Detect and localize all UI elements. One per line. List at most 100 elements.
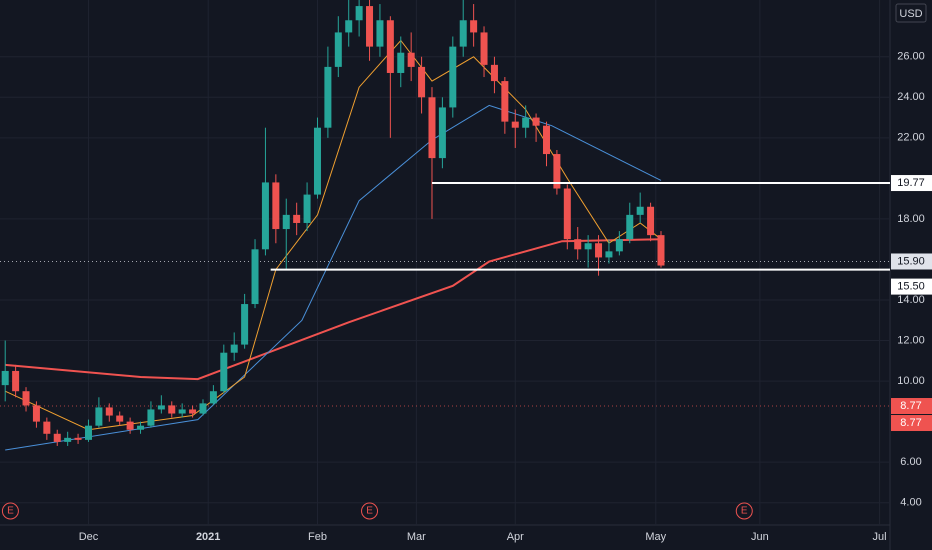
candle-body xyxy=(116,415,124,422)
candle-body xyxy=(657,235,665,266)
candle-body xyxy=(157,405,165,410)
candle-body xyxy=(459,20,467,47)
candle-body xyxy=(199,403,207,414)
x-tick-label: Feb xyxy=(308,531,327,543)
currency-box[interactable] xyxy=(895,3,927,23)
event-label: E xyxy=(7,506,14,517)
candle-body xyxy=(53,433,61,442)
price-badge xyxy=(891,415,932,432)
event-marker xyxy=(1,502,19,520)
x-tick-label: Jul xyxy=(873,531,887,543)
candle-body xyxy=(563,188,571,240)
candle-body xyxy=(626,214,634,240)
candle-body xyxy=(261,182,269,250)
candle-body xyxy=(605,251,613,258)
candle-body xyxy=(189,409,197,414)
candle-body xyxy=(438,107,446,159)
y-tick-label: 10.00 xyxy=(897,375,925,387)
y-tick-label: 22.00 xyxy=(897,132,925,144)
candle-body xyxy=(251,249,259,305)
candle-body xyxy=(480,32,488,65)
candle-body xyxy=(168,405,176,414)
candle-body xyxy=(95,407,103,426)
y-tick-label: 14.00 xyxy=(897,294,925,306)
candle-body xyxy=(553,154,561,189)
candle-body xyxy=(407,52,415,67)
y-tick-label: 12.00 xyxy=(897,334,925,346)
candle-body xyxy=(386,20,394,73)
moving-average xyxy=(5,238,662,381)
candle-body xyxy=(397,52,405,73)
candle-body xyxy=(137,425,145,430)
candle-body xyxy=(345,20,353,33)
candle-body xyxy=(230,344,238,353)
candle-body xyxy=(74,437,82,440)
candle-body xyxy=(595,243,603,258)
candle-body xyxy=(636,206,644,215)
candle-body xyxy=(43,421,51,434)
x-tick-label: Apr xyxy=(507,531,524,543)
candle-body xyxy=(272,182,280,230)
candle-body xyxy=(376,20,384,47)
x-tick-label: Dec xyxy=(79,531,99,543)
candle-body xyxy=(147,409,155,426)
price-badge-label: 8.77 xyxy=(900,417,921,429)
candle-body xyxy=(334,32,342,67)
candle-body xyxy=(428,97,436,159)
candle-body xyxy=(574,239,582,250)
candle-body xyxy=(449,46,457,108)
x-tick-label: May xyxy=(645,531,666,543)
candle-body xyxy=(282,214,290,230)
price-badge xyxy=(891,253,932,270)
candle-body xyxy=(490,64,498,82)
x-tick-label: Jun xyxy=(751,531,769,543)
candle-body xyxy=(32,405,40,422)
candle-body xyxy=(241,304,249,345)
y-tick-label: 26.00 xyxy=(897,51,925,63)
price-badge xyxy=(891,398,932,415)
price-badge xyxy=(891,175,932,192)
candle-body xyxy=(209,391,217,404)
candle-body xyxy=(366,6,374,47)
y-tick-label: 6.00 xyxy=(900,456,921,468)
candle-body xyxy=(418,66,426,98)
candle-body xyxy=(22,391,30,406)
candle-body xyxy=(105,407,113,416)
candle-body xyxy=(313,127,321,195)
price-badge xyxy=(891,278,932,295)
candle-body xyxy=(303,194,311,223)
candle-body xyxy=(511,121,519,128)
currency: USD xyxy=(899,8,922,20)
candle-body xyxy=(293,214,301,223)
candle-body xyxy=(501,81,509,122)
event-marker xyxy=(735,502,753,520)
candle-body xyxy=(615,239,623,252)
x-tick-label: Mar xyxy=(407,531,426,543)
candle-body xyxy=(584,243,592,250)
price-badge-label: 8.77 xyxy=(900,400,921,412)
candle-body xyxy=(64,437,72,442)
y-tick-label: 4.00 xyxy=(900,497,921,509)
event-label: E xyxy=(741,506,748,517)
y-tick-label: 24.00 xyxy=(897,91,925,103)
candle-body xyxy=(532,117,540,126)
event-marker xyxy=(361,502,379,520)
y-tick-label: 18.00 xyxy=(897,213,925,225)
price-badge-label: 19.77 xyxy=(897,177,925,189)
candle-body xyxy=(126,421,134,430)
candle-body xyxy=(470,20,478,33)
candle-body xyxy=(178,409,186,414)
candle-body xyxy=(84,425,92,440)
candle-body xyxy=(647,206,655,236)
x-tick-label: 2021 xyxy=(196,531,220,543)
event-label: E xyxy=(366,506,373,517)
candle-body xyxy=(12,370,20,392)
candle-body xyxy=(1,370,9,386)
candle-body xyxy=(324,66,332,128)
price-badge-label: 15.90 xyxy=(897,255,925,267)
candle-body xyxy=(355,6,363,21)
candle-body xyxy=(542,125,550,155)
candle-body xyxy=(220,352,228,392)
